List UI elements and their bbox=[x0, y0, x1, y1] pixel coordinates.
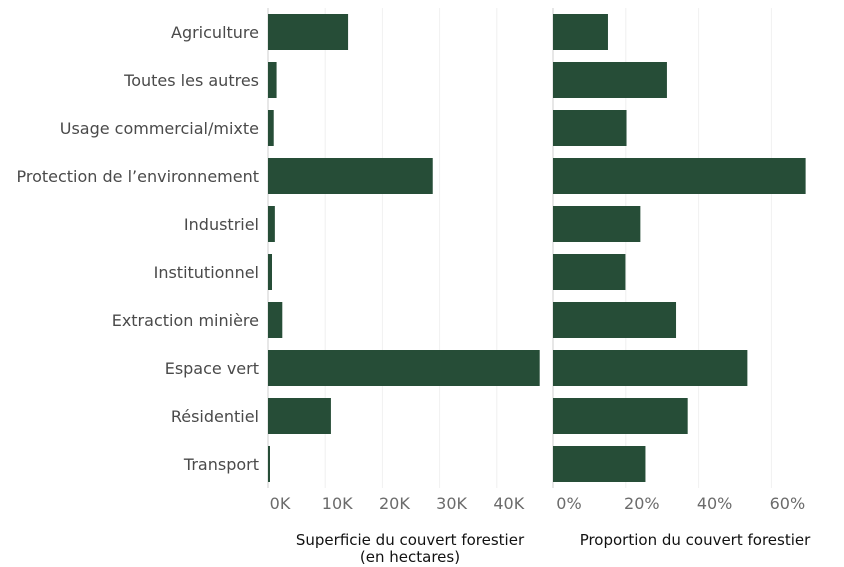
category-label: Usage commercial/mixte bbox=[60, 119, 259, 138]
panel-proportion: 0% 20% 40% 60% Proportion du couvert foresti… bbox=[552, 8, 811, 549]
bar-agriculture bbox=[553, 14, 608, 50]
bar-institutionnel bbox=[553, 254, 626, 290]
category-label: Espace vert bbox=[165, 359, 259, 378]
bar-institutionnel bbox=[268, 254, 273, 290]
category-label: Transport bbox=[183, 455, 259, 474]
x-tick-label: 20% bbox=[624, 494, 660, 513]
x-tick-label: 20K bbox=[379, 494, 410, 513]
panel-area: 0K 10K 20K 30K 40K Superficie du couvert fore… bbox=[267, 8, 540, 566]
bar-toutes-les-autres bbox=[553, 62, 667, 98]
bar-protection-de-l-environnement bbox=[268, 158, 433, 194]
category-label: Protection de l’environnement bbox=[16, 167, 259, 186]
bar-protection-de-l-environnement bbox=[553, 158, 806, 194]
x-axis-title: Superficie du couvert forestier bbox=[296, 531, 525, 549]
category-label: Industriel bbox=[184, 215, 259, 234]
x-tick-label: 10K bbox=[322, 494, 353, 513]
category-label: Résidentiel bbox=[171, 407, 259, 426]
x-tick-label: 40K bbox=[493, 494, 524, 513]
category-label: Institutionnel bbox=[154, 263, 259, 282]
category-label: Extraction minière bbox=[112, 311, 259, 330]
x-tick-label: 30K bbox=[436, 494, 467, 513]
bar-r-sidentiel bbox=[268, 398, 331, 434]
bar-industriel bbox=[553, 206, 641, 242]
category-label: Toutes les autres bbox=[123, 71, 259, 90]
bar-transport bbox=[553, 446, 646, 482]
category-label: Agriculture bbox=[171, 23, 259, 42]
bar-transport bbox=[268, 446, 270, 482]
bar-toutes-les-autres bbox=[268, 62, 277, 98]
bar-r-sidentiel bbox=[553, 398, 688, 434]
bar-espace-vert bbox=[268, 350, 540, 386]
x-tick-label: 40% bbox=[697, 494, 733, 513]
x-tick-label: 60% bbox=[770, 494, 806, 513]
bar-agriculture bbox=[268, 14, 349, 50]
x-tick-label: 0% bbox=[556, 494, 581, 513]
bar-extraction-mini-re bbox=[268, 302, 283, 338]
bar-espace-vert bbox=[553, 350, 748, 386]
bar-usage-commercial-mixte bbox=[553, 110, 627, 146]
x-axis-title: (en hectares) bbox=[360, 548, 460, 566]
bar-usage-commercial-mixte bbox=[268, 110, 274, 146]
bar-industriel bbox=[268, 206, 275, 242]
bar-extraction-mini-re bbox=[553, 302, 677, 338]
x-axis-title: Proportion du couvert forestier bbox=[580, 531, 811, 549]
x-tick-label: 0K bbox=[270, 494, 291, 513]
